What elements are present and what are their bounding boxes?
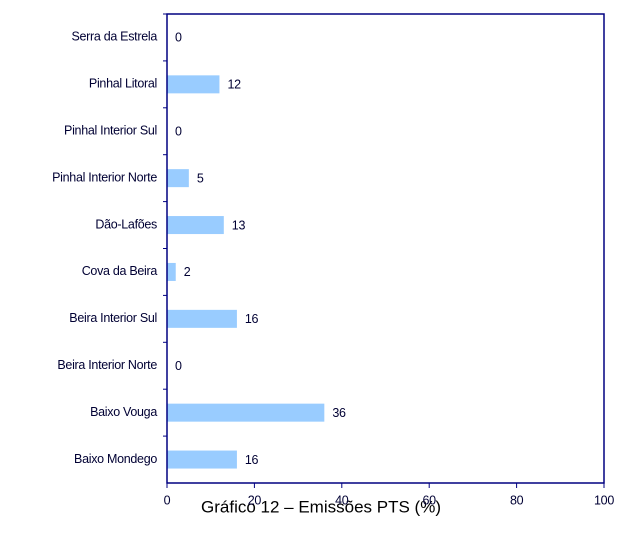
x-tick-label: 20 [248,493,262,507]
value-label: 36 [332,406,346,420]
x-tick-label: 60 [423,493,437,507]
y-tick-label: Pinhal Litoral [89,77,157,91]
y-tick-label: Serra da Estrela [71,30,157,44]
value-label: 0 [175,125,182,139]
y-tick-label: Cova da Beira [82,264,158,278]
bar [167,450,237,469]
bar [167,169,189,188]
value-label: 13 [232,218,246,232]
y-tick-label: Baixo Vouga [90,405,157,419]
y-tick-label: Beira Interior Sul [69,311,157,325]
value-label: 2 [184,265,191,279]
value-label: 0 [175,359,182,373]
value-label: 12 [227,78,241,92]
bar [167,216,224,235]
value-label: 0 [175,31,182,45]
bar [167,309,237,328]
x-tick-label: 0 [164,493,171,507]
plot-frame [166,13,605,484]
chart-title: Gráfico 12 – Emissões PTS (%) [201,497,441,516]
bar [167,75,220,94]
y-tick-label: Pinhal Interior Sul [64,124,157,138]
y-tick-label: Dão-Lafões [95,217,157,231]
bar [167,403,325,422]
value-label: 5 [197,171,204,185]
x-tick-label: 80 [510,493,524,507]
x-tick-label: 40 [335,493,349,507]
x-tick-label: 100 [594,493,614,507]
y-tick-label: Baixo Mondego [74,452,157,466]
bar [167,262,176,281]
value-label: 16 [245,312,259,326]
y-tick-label: Pinhal Interior Norte [52,170,157,184]
value-label: 16 [245,453,259,467]
y-tick-label: Beira Interior Norte [57,358,157,372]
